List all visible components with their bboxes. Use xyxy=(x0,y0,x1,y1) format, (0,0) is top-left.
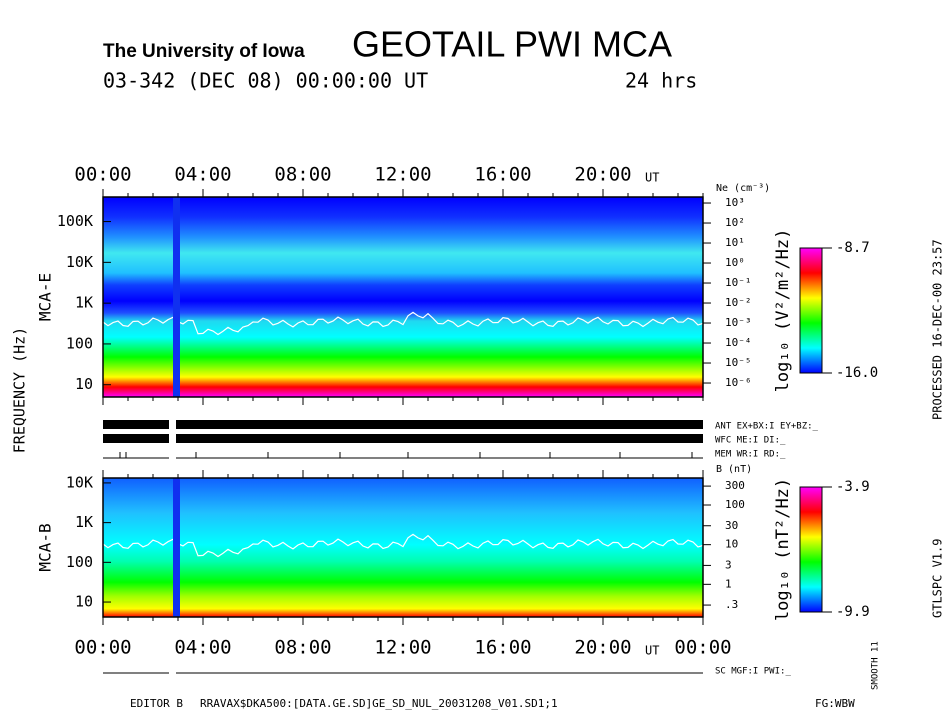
main-title: GEOTAIL PWI MCA xyxy=(352,24,672,65)
x-tick-label: 20:00 xyxy=(574,637,631,659)
spectrogram xyxy=(103,197,703,397)
y2-tick-label: 10⁻² xyxy=(725,296,752,309)
y2-tick-label: 10⁻⁶ xyxy=(725,376,752,389)
status: WFC ME:I DI:_ xyxy=(715,436,786,446)
x-unit: UT xyxy=(645,171,659,185)
x-tick-label: 00:00 xyxy=(74,637,131,659)
colorbar-label: log₁₀ (nT²/Hz) xyxy=(773,478,793,621)
y-tick-label: 100K xyxy=(57,212,93,230)
smooth: SMOOTH 11 xyxy=(871,641,881,690)
x-tick-label: 00:00 xyxy=(674,637,731,659)
x-tick-label: 00:00 xyxy=(74,164,131,186)
colorbar-tick-label: -9.9 xyxy=(836,604,870,620)
span: 24 hrs xyxy=(625,69,697,93)
x-tick-label: 04:00 xyxy=(174,164,231,186)
x-tick-label: 16:00 xyxy=(474,637,531,659)
y2-tick-label: 10³ xyxy=(725,196,745,209)
colorbar xyxy=(799,486,823,613)
y2-tick-label: 30 xyxy=(725,519,738,532)
panel-label: MCA-E xyxy=(36,273,55,321)
y2-tick-label: 300 xyxy=(725,479,745,492)
colorbar-tick-label: -8.7 xyxy=(836,240,870,256)
y2-tick-label: 100 xyxy=(725,498,745,511)
data-gap xyxy=(173,478,180,617)
y2-tick-label: .3 xyxy=(725,598,738,611)
footer-editor: EDITOR B xyxy=(130,697,183,710)
y-tick-label: 10K xyxy=(66,473,93,491)
y2-tick-label: 10 xyxy=(725,538,738,551)
colorbar-tick-label: -3.9 xyxy=(836,479,870,495)
y-tick-label: 1K xyxy=(75,513,93,531)
y2-tick-label: 10⁻⁴ xyxy=(725,336,752,349)
colorbar-label: log₁₀ (V²/m²/Hz) xyxy=(773,229,793,393)
x-tick-label: 08:00 xyxy=(274,164,331,186)
footer-fg: FG:WBW xyxy=(815,697,855,710)
x-tick-label: 16:00 xyxy=(474,164,531,186)
x-tick-label: 08:00 xyxy=(274,637,331,659)
y2-tick-label: 10⁻³ xyxy=(725,316,752,329)
panel-label: MCA-B xyxy=(36,523,55,571)
y2-tick-label: 10⁻⁵ xyxy=(725,356,752,369)
status: ANT EX+BX:I EY+BZ:_ xyxy=(715,422,819,432)
colorbar-tick-label: -16.0 xyxy=(836,365,878,381)
x-tick-label: 12:00 xyxy=(374,637,431,659)
cutoff-line xyxy=(102,533,704,558)
data-gap xyxy=(173,197,180,397)
y2-tick-label: 3 xyxy=(725,558,732,571)
version: GTLSPC V1.9 xyxy=(931,539,945,618)
cutoff-line xyxy=(102,311,704,336)
date: 03-342 (DEC 08) 00:00:00 UT xyxy=(103,69,428,93)
footer-sc: SC MGF:I PWI:_ xyxy=(715,667,791,677)
y2-tick-label: 10⁰ xyxy=(725,256,745,269)
y-tick-label: 100 xyxy=(66,553,93,571)
y2-tick-label: 10¹ xyxy=(725,236,745,249)
x-tick-label: 04:00 xyxy=(174,637,231,659)
y2-tick-label: 10² xyxy=(725,216,745,229)
x-tick-label: 20:00 xyxy=(574,164,631,186)
colorbar xyxy=(799,247,823,374)
y-tick-label: 100 xyxy=(66,334,93,352)
spectrogram xyxy=(103,478,703,617)
status: MEM WR:I RD:_ xyxy=(715,450,786,460)
y-axis-label: FREQUENCY (Hz) xyxy=(11,327,29,453)
x-unit: UT xyxy=(645,644,659,658)
institution: The University of Iowa xyxy=(103,41,305,62)
y2-axis-label: Ne (cm⁻³) xyxy=(716,183,770,194)
y-tick-label: 10 xyxy=(75,593,93,611)
y2-tick-label: 1 xyxy=(725,577,732,590)
y-tick-label: 10K xyxy=(66,253,93,271)
status-bars xyxy=(103,420,703,674)
y-tick-label: 1K xyxy=(75,294,93,312)
x-tick-label: 12:00 xyxy=(374,164,431,186)
y-tick-label: 10 xyxy=(75,375,93,393)
y2-axis-label: B (nT) xyxy=(716,464,752,475)
footer-file: RRAVAX$DKA500:[DATA.GE.SD]GE_SD_NUL_2003… xyxy=(200,697,558,710)
processed: PROCESSED 16-DEC-00 23:57 xyxy=(931,239,945,420)
y2-tick-label: 10⁻¹ xyxy=(725,276,752,289)
